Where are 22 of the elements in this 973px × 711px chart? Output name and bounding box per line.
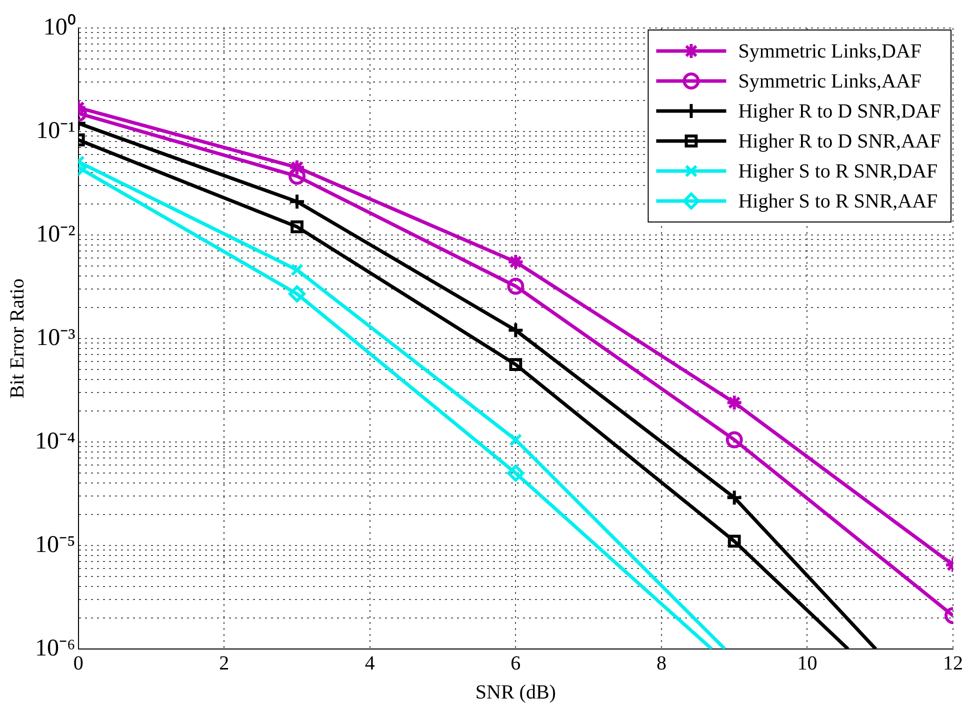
y-tick-label: 10⁻⁴	[34, 428, 76, 454]
legend-label: Higher R to D SNR,AAF	[738, 130, 942, 152]
y-axis-title: Bit Error Ratio	[6, 278, 28, 398]
y-tick-label: 10⁻¹	[36, 118, 76, 144]
x-tick-label: 2	[219, 652, 230, 674]
legend-label: Higher S to R SNR,AAF	[738, 190, 938, 212]
y-tick-label: 10⁻²	[36, 221, 76, 248]
x-tick-label: 0	[73, 652, 84, 674]
legend-label: Higher S to R SNR,DAF	[738, 160, 938, 182]
y-tick-label: 10⁻³	[36, 324, 76, 351]
x-tick-label: 8	[656, 652, 666, 674]
x-tick-label: 12	[943, 652, 963, 674]
legend-label: Higher R to D SNR,DAF	[738, 100, 942, 122]
x-tick-label: 4	[364, 652, 375, 674]
x-tick-label: 6	[510, 652, 521, 674]
x-axis-title: SNR (dB)	[475, 681, 556, 704]
y-tick-label: 10⁻⁵	[34, 532, 76, 558]
legend-label: Symmetric Links,AAF	[738, 70, 922, 92]
y-tick-label: 10⁻⁶	[34, 635, 76, 662]
legend-label: Symmetric Links,DAF	[738, 40, 922, 62]
x-tick-label: 10	[797, 652, 818, 674]
y-tick-label: 10⁰	[43, 13, 76, 40]
